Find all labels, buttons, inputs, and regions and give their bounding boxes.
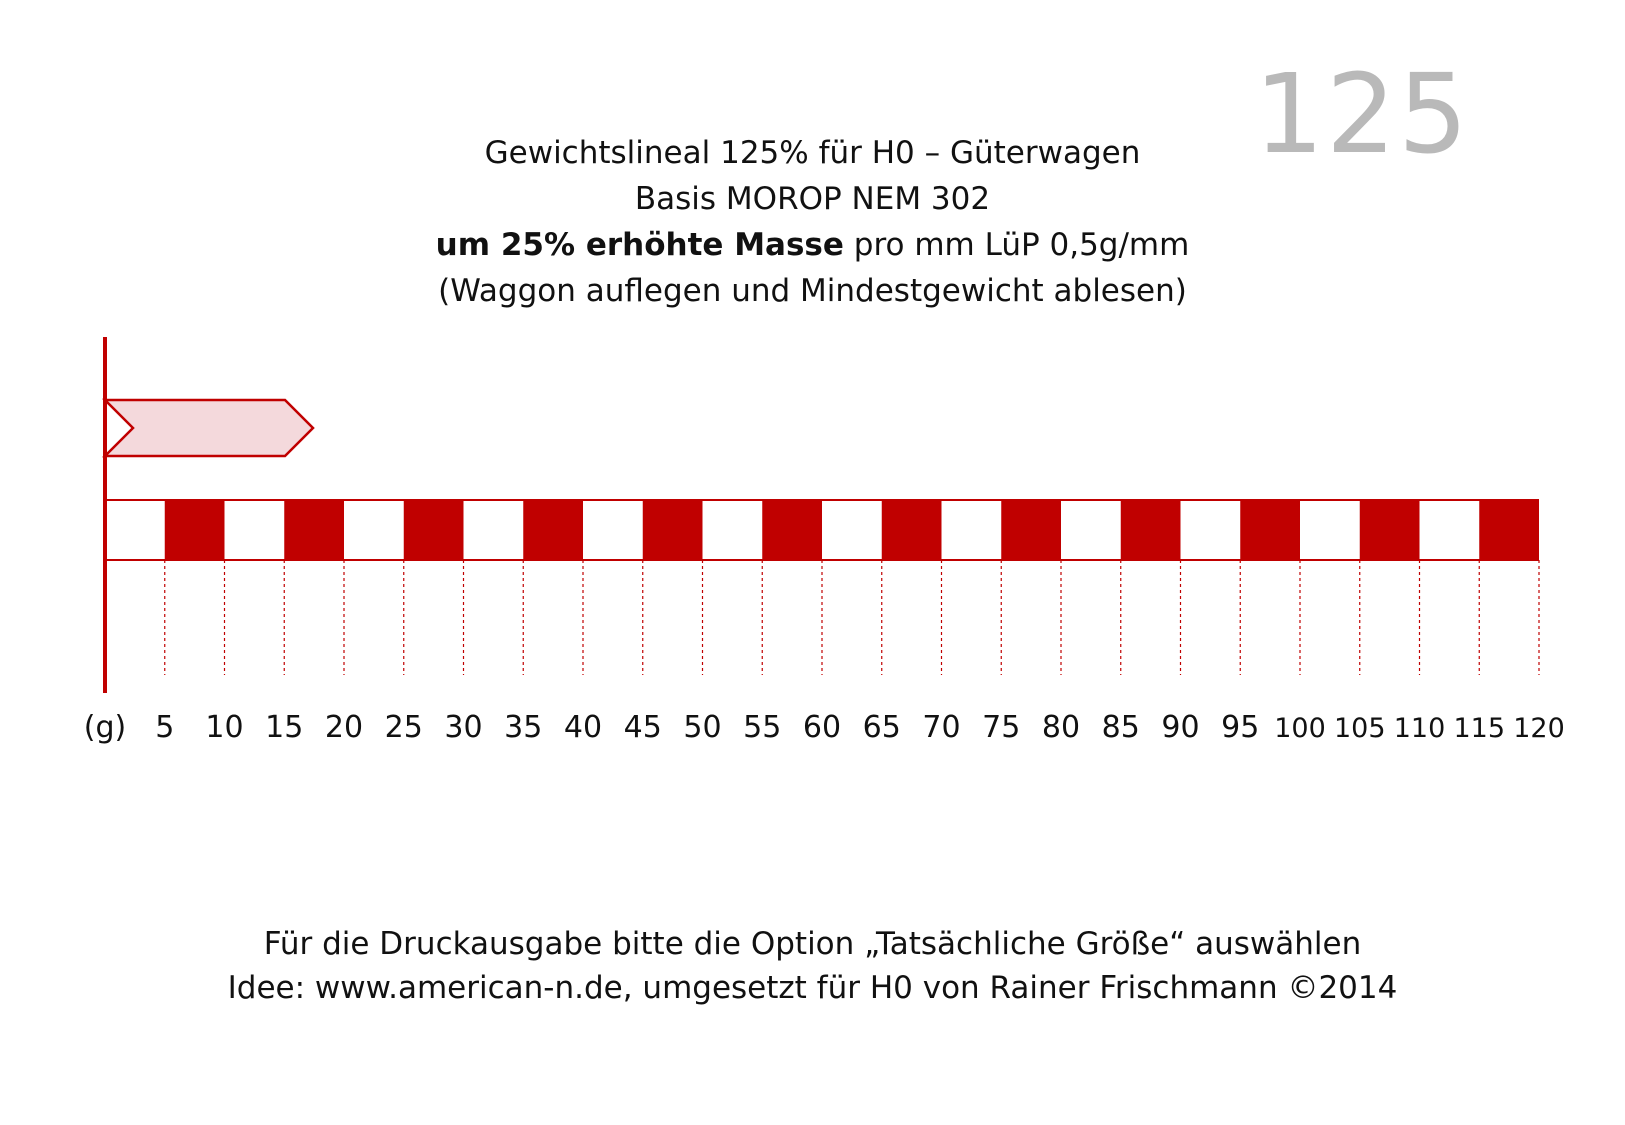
mass-line: um 25% erhöhte Masse pro mm LüP 0,5g/mm <box>0 222 1625 268</box>
tick-label: 5 <box>155 710 174 745</box>
tick-label: 30 <box>444 710 482 745</box>
tick-label: 50 <box>683 710 721 745</box>
tick-label: 60 <box>803 710 841 745</box>
footer: Für die Druckausgabe bitte die Option „T… <box>0 922 1625 1010</box>
pointer-arrow-icon <box>101 398 315 458</box>
ruler-segment <box>1061 500 1121 560</box>
tick-label: 55 <box>743 710 781 745</box>
tick-label: 15 <box>265 710 303 745</box>
ruler-segment <box>702 500 763 560</box>
basis-line: Basis MOROP NEM 302 <box>634 181 991 217</box>
tick-label: 120 <box>1513 713 1565 744</box>
ruler-segment <box>1180 500 1241 560</box>
ruler-segment <box>642 500 703 560</box>
ruler-segments <box>105 499 1539 561</box>
ruler-segment <box>1001 500 1061 560</box>
ruler-segment <box>463 500 524 560</box>
tick-label: 95 <box>1221 710 1259 745</box>
ruler-segment <box>164 500 225 560</box>
ruler-segment <box>1240 500 1300 560</box>
ruler-tick-lines <box>164 560 1540 675</box>
tick-label: 10 <box>205 710 243 745</box>
instruction-line: (Waggon auflegen und Mindestgewicht able… <box>438 273 1187 309</box>
scale-number: 125 <box>1254 50 1470 178</box>
page-title: Gewichtslineal 125% für H0 – Güterwagen <box>484 135 1141 171</box>
ruler-segment <box>583 500 643 560</box>
ruler-segment <box>762 500 822 560</box>
tick-label: 105 <box>1334 713 1386 744</box>
tick-label: 45 <box>624 710 662 745</box>
ruler-labels: 5 10 15 20 25 30 35 40 45 50 55 60 65 70 75 80 85 90 95 100… <box>84 710 1565 745</box>
ruler-segment <box>1359 500 1420 560</box>
mass-emphasis: um 25% erhöhte Masse <box>435 227 844 263</box>
tick-label: 40 <box>564 710 602 745</box>
header: Gewichtslineal 125% für H0 – Güterwagen … <box>0 130 1625 314</box>
ruler-segment <box>105 500 165 560</box>
ruler-segment <box>822 500 882 560</box>
tick-label: 80 <box>1042 710 1080 745</box>
ruler-segment <box>403 500 464 560</box>
ruler-segment <box>344 500 404 560</box>
tick-label: 90 <box>1161 710 1199 745</box>
tick-label: 85 <box>1102 710 1140 745</box>
ruler-segment <box>1419 500 1480 560</box>
tick-label: 20 <box>325 710 363 745</box>
tick-label: 115 <box>1453 713 1505 744</box>
ruler-segment <box>941 500 1002 560</box>
tick-label: 75 <box>982 710 1020 745</box>
ruler-segment <box>1120 500 1181 560</box>
print-note: Für die Druckausgabe bitte die Option „T… <box>263 926 1362 962</box>
tick-label: 65 <box>863 710 901 745</box>
credit-line: Idee: www.american-n.de, umgesetzt für H… <box>227 970 1398 1006</box>
tick-label: 25 <box>385 710 423 745</box>
ruler-segment <box>523 500 583 560</box>
ruler-segment <box>224 500 285 560</box>
ruler-segment <box>881 500 942 560</box>
ruler-segment <box>1300 500 1360 560</box>
unit-label: (g) <box>84 710 126 745</box>
tick-label: 110 <box>1394 713 1446 744</box>
ruler-segment <box>284 500 344 560</box>
tick-label: 70 <box>922 710 960 745</box>
ruler-segment <box>1479 500 1539 560</box>
tick-label: 100 <box>1274 713 1326 744</box>
tick-label: 35 <box>504 710 542 745</box>
weight-ruler: 5 10 15 20 25 30 35 40 45 50 55 60 65 70 75 80 85 90 95 100… <box>84 337 1565 745</box>
mass-detail: pro mm LüP 0,5g/mm <box>843 227 1190 263</box>
